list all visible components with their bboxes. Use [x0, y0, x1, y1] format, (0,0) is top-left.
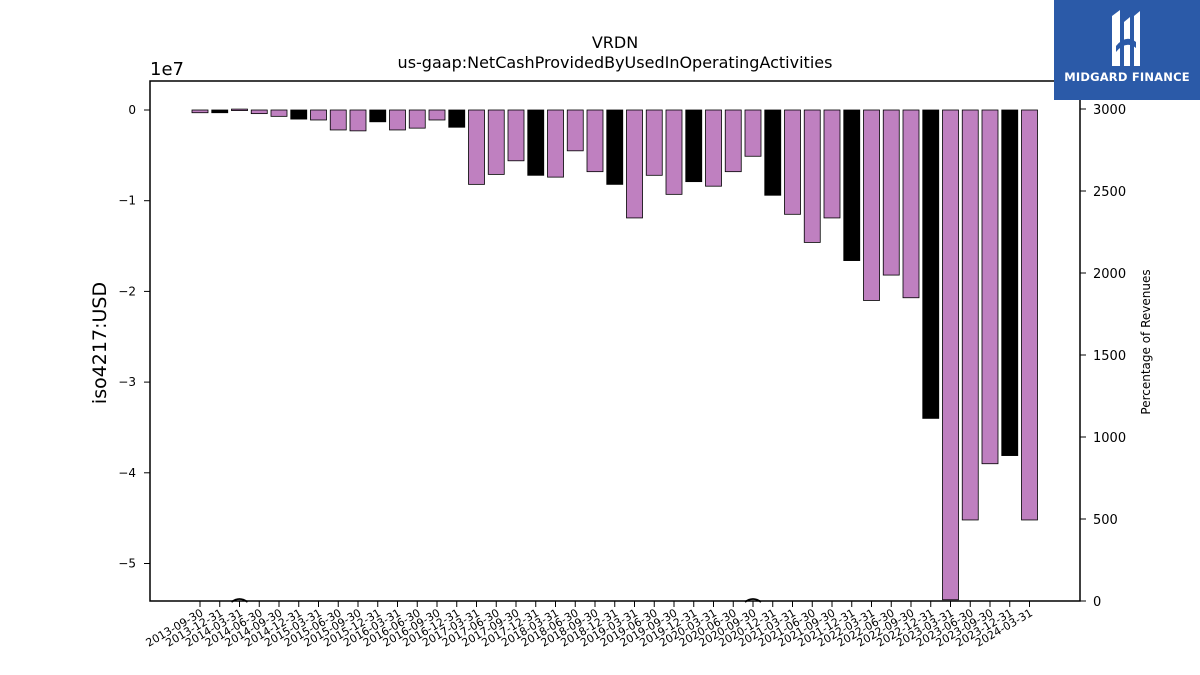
bar-2022-09-30: [902, 109, 920, 299]
bar-2019-09-30: [665, 109, 683, 195]
y2-tick-label: 1000: [1093, 431, 1126, 446]
bar-2020-03-31: [705, 109, 722, 187]
bar-2017-03-31: [468, 109, 485, 185]
y-tick-label: −1: [118, 194, 136, 208]
bar-group: [191, 108, 1038, 601]
y2-tick-label: 2000: [1093, 267, 1126, 282]
y-tick-label: −2: [118, 284, 136, 298]
bar-2016-03-31: [389, 109, 406, 131]
bar-2023-06-30: [961, 109, 979, 521]
chart-subtitle: us-gaap:NetCashProvidedByUsedInOperating…: [398, 53, 833, 72]
bar-2017-12-31: [527, 109, 545, 176]
midgard-logo-icon: [1112, 10, 1140, 66]
brand-name: MIDGARD FINANCE: [1064, 70, 1190, 84]
y2-tick-label: 500: [1093, 513, 1118, 528]
bar-2015-09-30: [349, 109, 367, 132]
chart-title: VRDN: [592, 33, 638, 52]
y2-tick-label: 0: [1093, 595, 1101, 610]
y-tick-label: −3: [118, 375, 136, 389]
y2-tick-label: 2500: [1093, 185, 1126, 200]
y-tick-label: −5: [118, 557, 136, 571]
bar-2014-09-30: [270, 109, 288, 117]
bar-2016-09-30: [428, 109, 446, 121]
bar-2014-03-31: [231, 108, 248, 111]
bar-2013-09-30: [191, 109, 209, 114]
bar-2017-09-30: [507, 109, 525, 162]
bar-2018-03-31: [547, 109, 564, 178]
bar-2023-09-30: [981, 109, 999, 465]
bar-2016-06-30: [408, 109, 426, 129]
bar-2019-06-30: [645, 109, 663, 176]
bar-2013-12-31: [211, 109, 229, 114]
bar-2020-09-30: [744, 109, 762, 157]
y-tick-label: −4: [118, 466, 136, 480]
y-offset-label: 1e7: [150, 59, 184, 80]
plot-frame: [149, 80, 1081, 602]
bar-2024-03-31: [1021, 109, 1038, 521]
bar-2015-03-31: [310, 109, 327, 121]
bar-2018-06-30: [566, 109, 584, 152]
bar-2020-06-30: [724, 109, 742, 173]
bar-2015-06-30: [329, 109, 347, 131]
y2-tick-label: 1500: [1093, 349, 1126, 364]
bar-2022-06-30: [882, 109, 900, 276]
bar-2018-09-30: [586, 109, 604, 173]
bar-2023-12-31: [1001, 109, 1019, 456]
bar-2022-03-31: [863, 109, 880, 301]
x-axis-ticks: 2013-09-302013-12-312014-03-312014-06-30…: [144, 601, 1035, 650]
bar-2015-12-31: [369, 109, 387, 123]
y2-tick-label: 3000: [1093, 103, 1126, 118]
bar-2017-06-30: [487, 109, 505, 175]
y2-axis-ticks: 0 500 1000 1500 2000 2500 3000: [1080, 103, 1126, 610]
y2-axis-label: Percentage of Revenues: [1139, 269, 1153, 414]
bar-2014-12-31: [290, 109, 308, 120]
bar-2023-03-31: [942, 109, 959, 601]
bar-2016-12-31: [448, 109, 466, 128]
y-tick-label: 0: [128, 103, 136, 117]
bar-2018-12-31: [606, 109, 624, 185]
bar-2019-12-31: [685, 109, 703, 183]
bar-2020-12-31: [764, 109, 782, 196]
bar-2014-06-30: [250, 109, 268, 115]
bar-2019-03-31: [626, 109, 643, 219]
y-axis-ticks: 0 −1 −2 −3 −4 −5: [118, 103, 150, 571]
bar-2021-09-30: [823, 109, 841, 219]
brand-logo: MIDGARD FINANCE: [1054, 0, 1200, 100]
bar-2021-06-30: [803, 109, 821, 243]
bar-2021-12-31: [843, 109, 861, 261]
bar-2021-03-31: [784, 109, 801, 215]
y-axis-label: iso4217:USD: [89, 282, 111, 404]
bar-2022-12-31: [922, 109, 940, 419]
